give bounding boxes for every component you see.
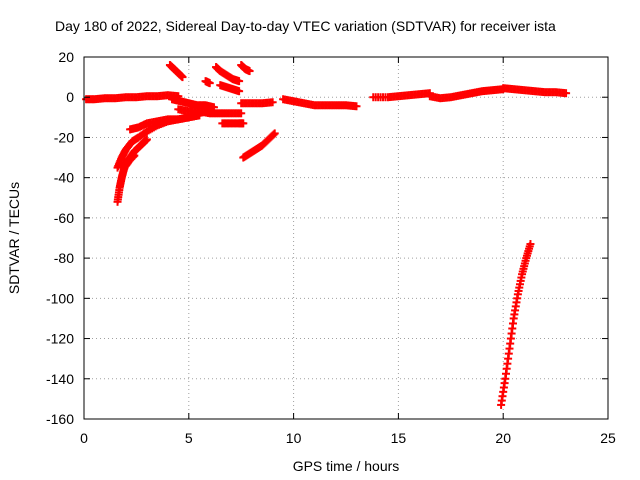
- data-point: [178, 73, 187, 82]
- plot-border: [83, 56, 609, 420]
- y-tick-label: -40: [54, 170, 74, 186]
- data-point: [142, 135, 151, 144]
- chart-title: Day 180 of 2022, Sidereal Day-to-day VTE…: [55, 18, 556, 34]
- data-point: [269, 130, 278, 139]
- data-point: [130, 151, 139, 160]
- y-tick-label: 0: [66, 89, 74, 105]
- x-tick-label: 5: [185, 430, 193, 446]
- data-point: [270, 129, 279, 138]
- y-tick-label: -140: [46, 371, 74, 387]
- data-point: [239, 119, 248, 128]
- x-tick-label: 10: [286, 430, 302, 446]
- x-axis-label: GPS time / hours: [293, 458, 400, 474]
- x-tick-label: 0: [80, 430, 88, 446]
- y-axis-ticks: 20 0 -20 -40 -60 -80 -100 -120 -140 -160: [46, 49, 608, 427]
- x-tick-label: 25: [600, 430, 616, 446]
- x-tick-label: 15: [391, 430, 407, 446]
- data-point: [237, 109, 246, 118]
- y-tick-label: -160: [46, 411, 74, 427]
- grid-lines: [84, 57, 608, 419]
- data-point: [235, 87, 244, 96]
- data-points: [82, 61, 571, 409]
- x-axis-ticks: 0 5 10 15 20 25: [80, 57, 616, 446]
- data-point: [205, 79, 214, 88]
- y-tick-label: -120: [46, 331, 74, 347]
- data-point: [245, 67, 254, 76]
- x-tick-label: 20: [495, 430, 511, 446]
- y-tick-label: -60: [54, 210, 74, 226]
- data-point: [352, 102, 361, 111]
- data-point: [195, 111, 204, 120]
- y-tick-label: -100: [46, 290, 74, 306]
- data-point: [562, 89, 571, 98]
- y-tick-label: 20: [58, 49, 74, 65]
- data-point: [235, 77, 244, 86]
- y-axis-label: SDTVAR / TECUs: [6, 182, 22, 294]
- data-point: [268, 98, 277, 107]
- y-tick-label: -20: [54, 129, 74, 145]
- data-point: [526, 240, 535, 249]
- y-tick-label: -80: [54, 250, 74, 266]
